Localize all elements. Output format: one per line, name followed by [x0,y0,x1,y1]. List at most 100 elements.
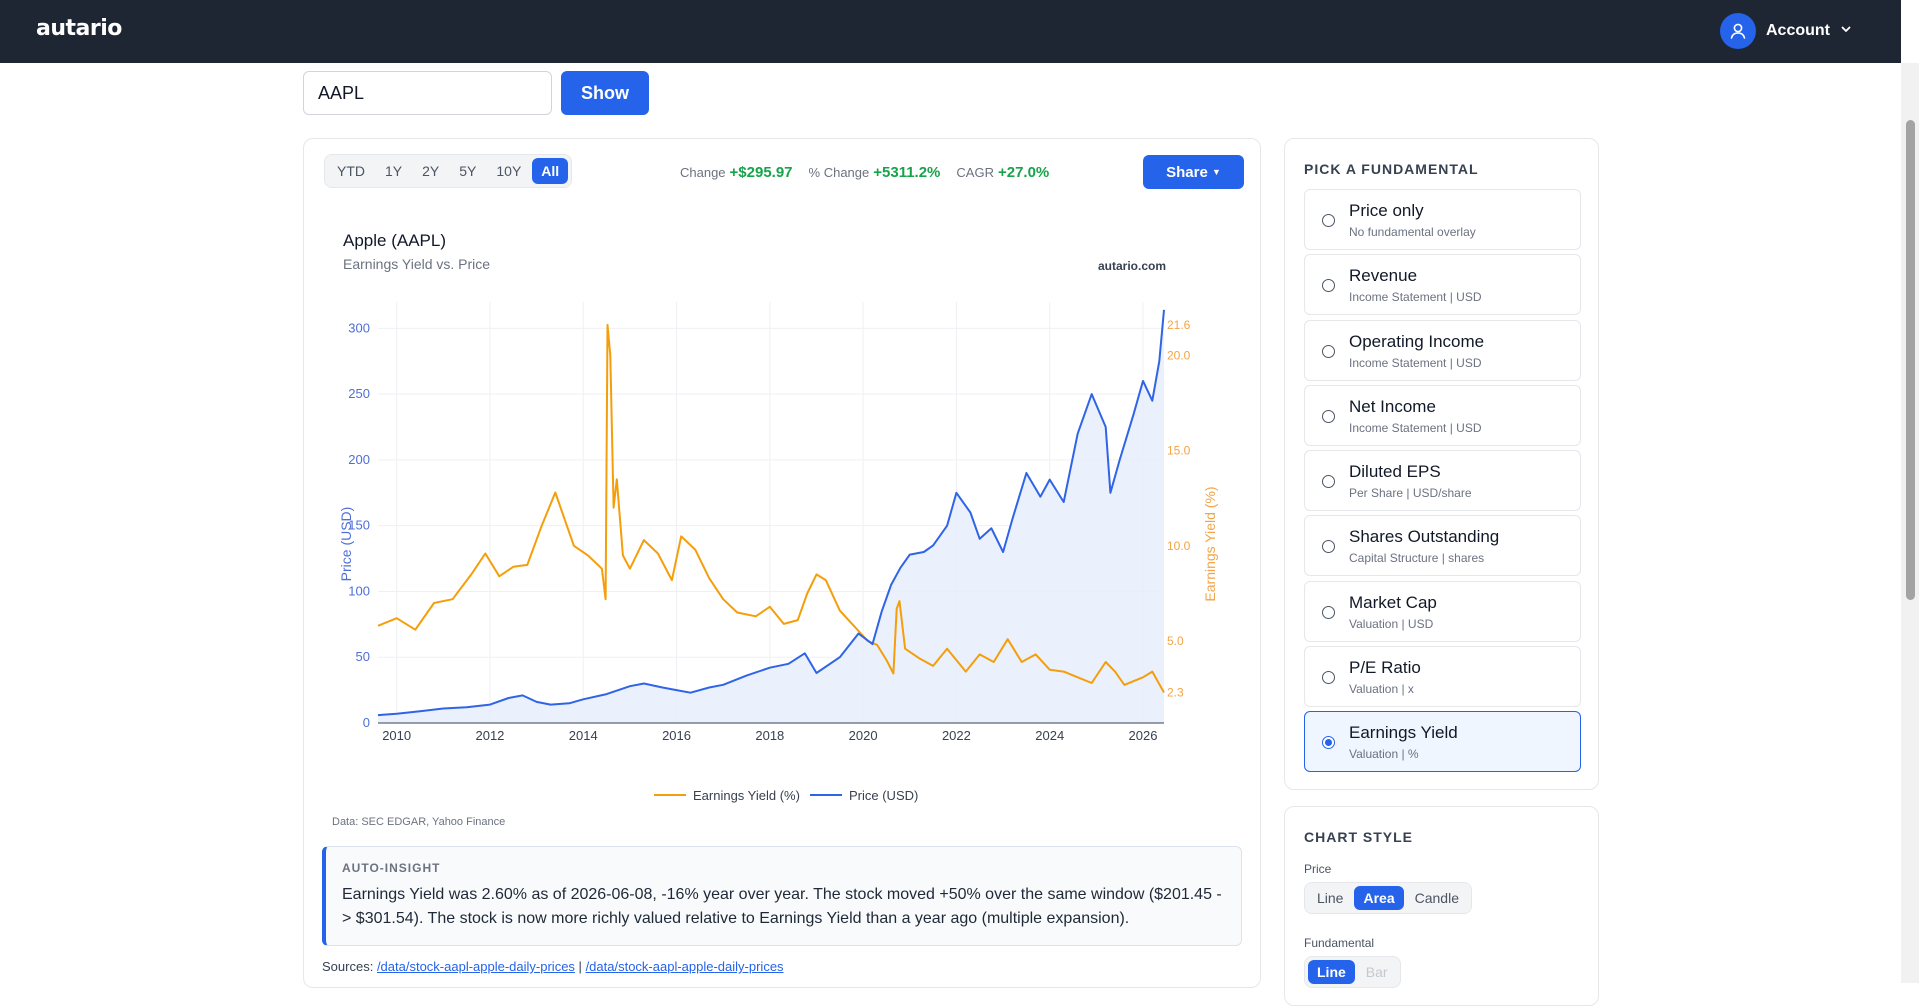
chart-ticks: 2010 2012 2014 2016 2018 2020 2022 2024 2026 0 50 1… [348,318,1190,743]
stats-row: Change +$295.97 % Change +5311.2% CAGR +27.… [680,164,1049,181]
fundamental-subtitle: Capital Structure | shares [1349,551,1485,566]
y2-axis-label: Earnings Yield (%) [1202,486,1218,601]
y-axis-label: Price (USD) [338,507,354,582]
fundamental-style-line-button[interactable]: Line [1308,960,1355,984]
fundamental-option-shares-outstanding[interactable]: Shares Outstanding Capital Structure | sh… [1304,515,1581,577]
ticker-input[interactable] [303,71,552,115]
change-stat: Change +$295.97 [680,164,793,181]
range-5y-button[interactable]: 5Y [450,158,485,184]
y2-tick-label: 15.0 [1167,444,1191,458]
chart-card: YTD 1Y 2Y 5Y 10Y All Change +$295.97 % Ch… [303,138,1261,988]
radio-button[interactable] [1322,279,1335,293]
fundamental-name: Market Cap [1349,592,1437,612]
fundamental-option-net-income[interactable]: Net Income Income Statement | USD [1304,384,1581,446]
fundamental-name: Earnings Yield [1349,723,1458,743]
fundamental-option-earnings-yield[interactable]: Earnings Yield Valuation | % [1304,711,1581,773]
chart-style-panel: CHART STYLE Price Line Area Candle Funda… [1284,806,1599,1006]
cagr-label: CAGR [956,165,994,180]
source-link-1[interactable]: /data/stock-aapl-apple-daily-prices [376,959,575,974]
fundamental-option-pe-ratio[interactable]: P/E Ratio Valuation | x [1304,646,1581,708]
share-label: Share [1166,163,1208,181]
fundamental-subtitle: Income Statement | USD [1349,420,1482,435]
price-style-candle-button[interactable]: Candle [1406,886,1468,910]
y2-tick-label: 21.6 [1167,318,1191,332]
scrollbar-thumb[interactable] [1906,120,1915,600]
fundamental-style-toggle: Line Bar [1304,956,1401,988]
source-link-2[interactable]: /data/stock-aapl-apple-daily-prices [585,959,784,974]
fundamental-option-diluted-eps[interactable]: Diluted EPS Per Share | USD/share [1304,450,1581,512]
fundamental-name: Revenue [1349,266,1418,286]
range-2y-button[interactable]: 2Y [413,158,448,184]
range-ytd-button[interactable]: YTD [328,158,374,184]
x-tick-label: 2014 [569,728,598,743]
chart-subtitle: Earnings Yield vs. Price [343,256,490,272]
radio-button[interactable] [1322,605,1335,619]
radio-button[interactable] [1322,214,1335,227]
fundamental-list: Price only No fundamental overlay Revenue… [1304,189,1581,777]
caret-down-icon: ▼ [1211,166,1221,177]
legend-yield-label[interactable]: Earnings Yield (%) [693,788,800,803]
y-tick-label: 0 [363,715,370,730]
y-tick-label: 250 [348,386,370,401]
radio-button[interactable] [1322,409,1335,423]
fundamental-subtitle: Valuation | USD [1349,616,1434,631]
fundamental-style-label: Fundamental [1304,936,1375,950]
price-area [378,309,1164,723]
chart-title: Apple (AAPL) [343,231,446,250]
logo[interactable]: autario [36,16,122,41]
y2-tick-label: 5.0 [1167,634,1184,648]
legend-price-label[interactable]: Price (USD) [849,788,918,803]
x-tick-label: 2018 [755,728,784,743]
account-label: Account [1766,22,1830,39]
fundamental-option-revenue[interactable]: Revenue Income Statement | USD [1304,254,1581,316]
fundamental-name: P/E Ratio [1349,658,1421,678]
fundamental-subtitle: Income Statement | USD [1349,290,1482,305]
x-tick-label: 2024 [1035,728,1064,743]
fundamental-option-price-only[interactable]: Price only No fundamental overlay [1304,189,1581,250]
page-scrollbar[interactable] [1901,63,1919,983]
data-source-note: Data: SEC EDGAR, Yahoo Finance [332,816,506,828]
range-all-button[interactable]: All [532,158,569,184]
fundamental-name: Operating Income [1349,331,1485,351]
price-style-label: Price [1304,862,1332,876]
change-value: +$295.97 [729,164,793,181]
range-10y-button[interactable]: 10Y [487,158,530,184]
pct-change-label: % Change [808,165,870,180]
account-menu[interactable]: Account [1720,12,1852,50]
insight-text: Earnings Yield was 2.60% as of 2026-06-0… [342,886,1222,927]
range-selector: YTD 1Y 2Y 5Y 10Y All [324,154,573,188]
price-style-line-button[interactable]: Line [1308,886,1352,910]
radio-button[interactable] [1322,344,1335,358]
price-style-area-button[interactable]: Area [1354,886,1404,910]
fundamental-option-operating-income[interactable]: Operating Income Income Statement | USD [1304,319,1581,381]
radio-button[interactable] [1322,540,1335,554]
radio-button[interactable] [1322,475,1335,489]
share-button[interactable]: Share ▼ [1143,155,1244,189]
radio-button[interactable] [1322,671,1335,685]
x-tick-label: 2010 [382,728,411,743]
fundamental-name: Net Income [1349,396,1436,416]
fundamental-picker-title: PICK A FUNDAMENTAL [1304,161,1479,177]
price-line [377,309,1165,717]
x-tick-label: 2020 [849,728,878,743]
fundamental-subtitle: No fundamental overlay [1349,225,1476,239]
change-label: Change [680,165,726,180]
range-1y-button[interactable]: 1Y [376,158,411,184]
y-tick-label: 50 [356,649,370,664]
radio-button[interactable] [1322,736,1335,750]
y-tick-label: 200 [348,452,370,467]
fundamental-subtitle: Per Share | USD/share [1349,486,1472,501]
show-button[interactable]: Show [561,71,649,115]
pct-change-value: +5311.2% [873,164,941,181]
x-tick-label: 2016 [662,728,691,743]
fundamental-name: Price only [1349,201,1424,220]
y-tick-label: 300 [348,320,370,335]
chart: 2010 2012 2014 2016 2018 2020 2022 2024 2026 0 50 1… [338,231,1218,803]
fundamental-name: Diluted EPS [1349,462,1441,482]
sources-label: Sources: [322,959,374,974]
fundamental-option-market-cap[interactable]: Market Cap Valuation | USD [1304,580,1581,642]
fundamental-style-bar-button[interactable]: Bar [1357,960,1397,984]
chart-style-title: CHART STYLE [1304,829,1413,845]
y2-tick-label: 10.0 [1167,539,1191,553]
user-icon [1720,13,1756,49]
